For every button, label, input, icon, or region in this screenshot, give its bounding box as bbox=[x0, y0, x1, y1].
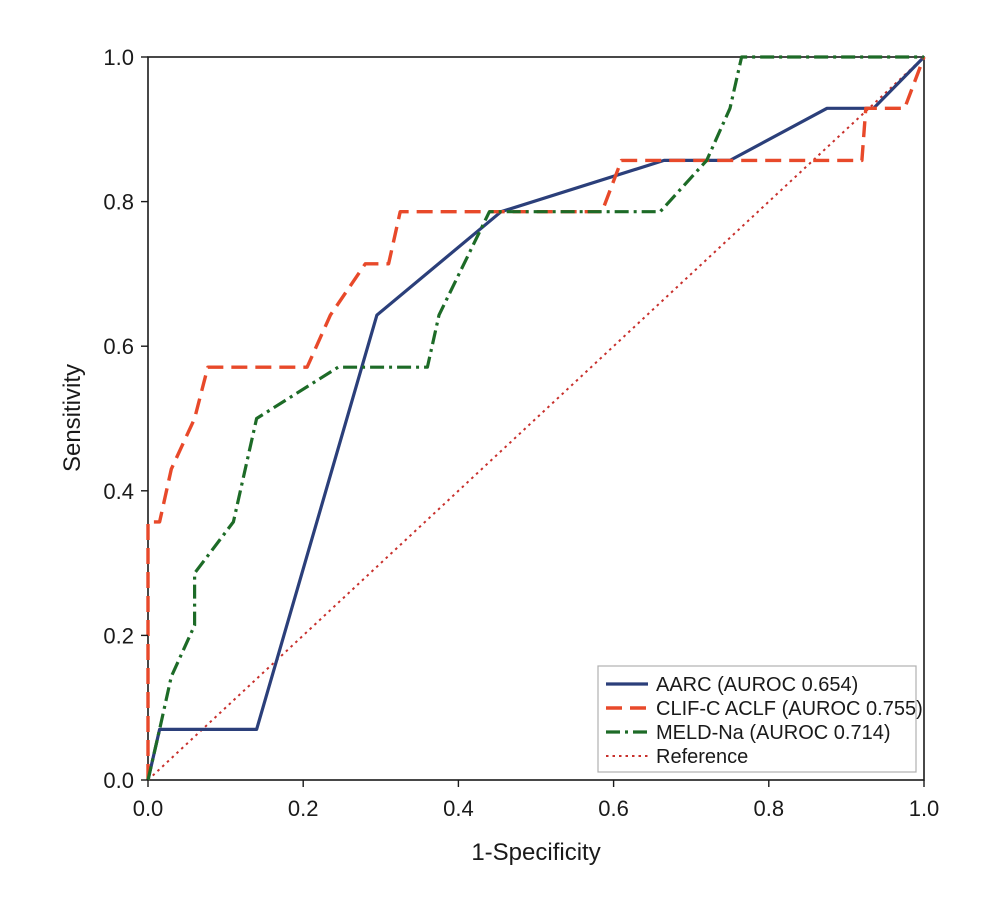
legend-items: AARC (AUROC 0.654)CLIF-C ACLF (AUROC 0.7… bbox=[606, 674, 923, 768]
x-tick-label: 0.2 bbox=[288, 796, 319, 821]
x-tick-label: 0.8 bbox=[754, 796, 785, 821]
legend-label: Reference bbox=[656, 746, 748, 768]
y-tick-label: 1.0 bbox=[103, 45, 134, 70]
x-tick-label: 0.4 bbox=[443, 796, 474, 821]
x-axis-ticks: 0.0 0.2 0.4 0.6 0.8 1.0 bbox=[133, 780, 940, 821]
series-line-2 bbox=[146, 55, 924, 781]
y-tick-label: 0.6 bbox=[103, 334, 134, 359]
y-tick-label: 0.8 bbox=[103, 190, 134, 215]
x-tick-label: 0.0 bbox=[133, 796, 164, 821]
x-tick-label: 0.6 bbox=[598, 796, 629, 821]
y-tick-label: 0.2 bbox=[103, 623, 134, 648]
legend-box bbox=[597, 665, 917, 773]
legend[interactable]: AARC (AUROC 0.654)CLIF-C ACLF (AUROC 0.7… bbox=[597, 665, 923, 773]
y-axis-title: Sensitivity bbox=[59, 364, 86, 472]
plot-frame bbox=[147, 56, 925, 781]
legend-label: CLIF-C ACLF (AUROC 0.755) bbox=[656, 698, 923, 720]
x-tick-label: 1.0 bbox=[909, 796, 940, 821]
y-tick-label: 0.0 bbox=[103, 768, 134, 793]
legend-label: AARC (AUROC 0.654) bbox=[656, 674, 858, 696]
series-layer bbox=[146, 55, 926, 781]
y-axis-ticks: 0.0 0.2 0.4 0.6 0.8 1.0 bbox=[103, 45, 148, 793]
legend-label: MELD-Na (AUROC 0.714) bbox=[656, 722, 891, 744]
y-tick-label: 0.4 bbox=[103, 479, 134, 504]
series-line-0 bbox=[146, 55, 926, 781]
x-axis-title: 1-Specificity bbox=[471, 839, 600, 866]
series-line-1 bbox=[146, 56, 926, 780]
